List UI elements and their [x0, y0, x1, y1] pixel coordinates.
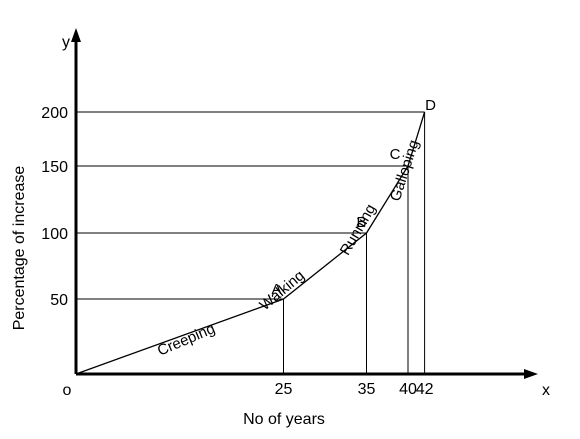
- series-line: [75, 111, 426, 375]
- point-label-c: C: [390, 146, 401, 163]
- guide-lines: [76, 111, 426, 374]
- segment-label: Creeping: [155, 320, 218, 359]
- series-polyline: [75, 111, 426, 375]
- point-labels: A B C D: [271, 97, 436, 298]
- y-tick-label: 100: [41, 226, 68, 243]
- point-label-d: D: [425, 97, 436, 114]
- y-axis-arrow: [71, 28, 81, 42]
- y-axis-letter: y: [62, 34, 70, 51]
- x-tick-label: 40: [399, 381, 417, 398]
- point-label-b: B: [356, 214, 366, 231]
- y-axis-title: Percentage of increase: [11, 166, 28, 331]
- origin-label: o: [63, 382, 72, 399]
- y-tick-label: 150: [41, 159, 68, 176]
- axes: [71, 28, 538, 379]
- segment-label: Walking: [256, 267, 307, 314]
- segment-label: Running: [337, 201, 380, 258]
- x-axis-letter: x: [542, 382, 550, 399]
- point-label-a: A: [271, 281, 281, 298]
- y-tick-label: 50: [50, 292, 68, 309]
- y-tick-label: 200: [41, 105, 68, 122]
- x-axis-title: No of years: [243, 411, 325, 428]
- x-tick-label: 25: [275, 381, 293, 398]
- x-tick-label: 42: [416, 381, 434, 398]
- x-axis-arrow: [524, 369, 538, 379]
- labels: y x o No of years Percentage of increase: [11, 34, 550, 428]
- x-tick-label: 35: [358, 381, 376, 398]
